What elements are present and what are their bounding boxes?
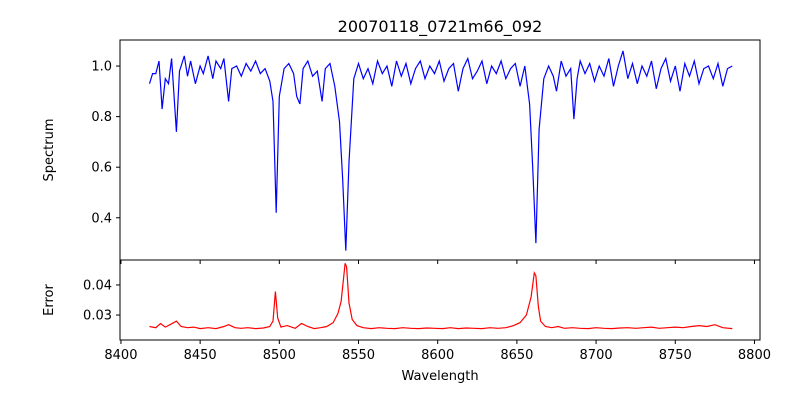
y-tick-label: 0.04 — [83, 278, 112, 293]
x-tick-label: 8450 — [184, 348, 217, 363]
x-tick-label: 8700 — [580, 348, 613, 363]
error-line — [149, 263, 733, 330]
error-axes: 0.03 0.04 8400 8450 8500 8550 8600 8650 8700 8750… — [83, 259, 771, 363]
y-tick-label: 1.0 — [91, 60, 112, 75]
y-tick-label: 0.03 — [83, 309, 112, 324]
y-tick-label: 0.8 — [91, 110, 112, 125]
spectrum-line — [148, 50, 733, 251]
spectrum-y-label: Spectrum — [42, 119, 57, 182]
chart-title: 20070118_0721m66_092 — [338, 17, 543, 37]
x-tick-label: 8800 — [738, 348, 771, 363]
x-tick-label: 8750 — [659, 348, 692, 363]
x-tick-label: 8400 — [104, 348, 137, 363]
x-tick-label: 8600 — [421, 348, 454, 363]
x-axis-label: Wavelength — [401, 369, 478, 384]
x-tick-label: 8550 — [342, 348, 375, 363]
y-tick-label: 0.6 — [91, 161, 112, 176]
x-tick-label: 8500 — [263, 348, 296, 363]
error-y-label: Error — [42, 284, 57, 316]
x-tick-label: 8650 — [500, 348, 533, 363]
y-tick-label: 0.4 — [91, 211, 112, 226]
axes-frame — [119, 259, 761, 341]
